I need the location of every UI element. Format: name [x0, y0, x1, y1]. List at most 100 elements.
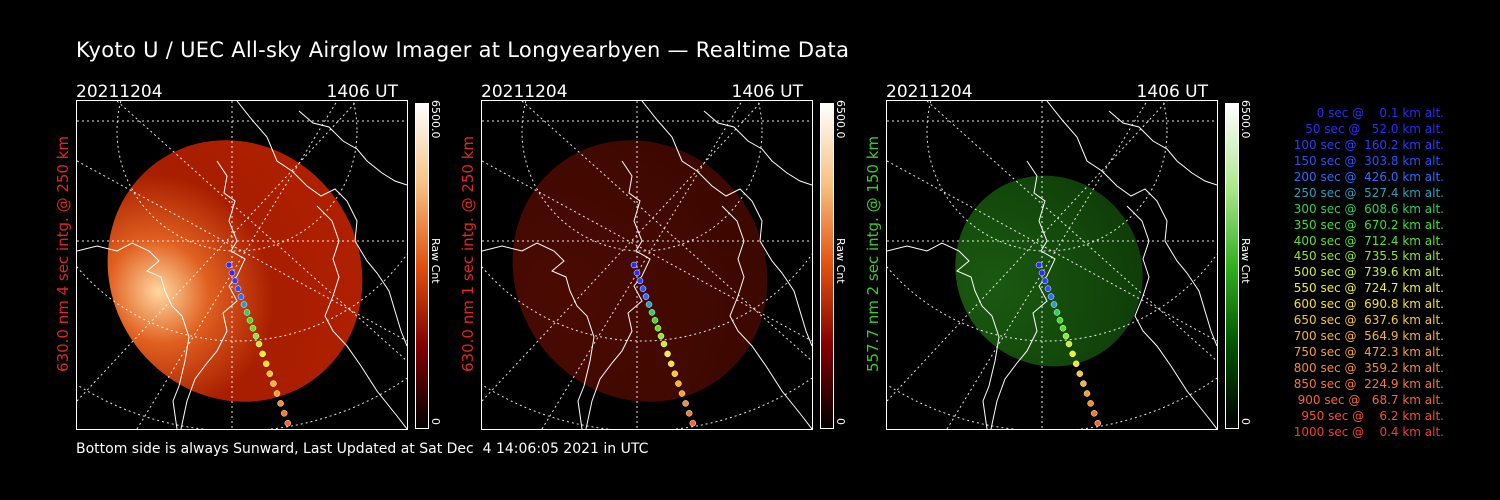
trajectory-point [249, 324, 257, 332]
panel-2-date: 20211204 [481, 82, 568, 102]
trajectory-point [636, 277, 644, 285]
panel-3-date: 20211204 [886, 82, 973, 102]
trajectory-point [1076, 370, 1084, 377]
trajectory-point [671, 370, 679, 377]
legend-row: 150 sec @ 303.8 km alt. [1289, 153, 1444, 168]
trajectory-point [689, 419, 697, 427]
trajectory-point [1083, 390, 1091, 397]
colorbar-3 [1225, 103, 1239, 429]
trajectory-point [243, 309, 251, 316]
trajectory-point [246, 317, 254, 324]
colorbar-2-min: 0 [834, 418, 847, 425]
airglow-image [512, 140, 768, 402]
trajectory-point [1041, 277, 1049, 285]
legend-row: 700 sec @ 564.9 km alt. [1289, 329, 1444, 344]
trajectory-point [630, 261, 638, 269]
footer-status: Bottom side is always Sunward, Last Upda… [76, 441, 649, 457]
trajectory-point [1035, 261, 1043, 269]
trajectory-point [1044, 285, 1052, 292]
trajectory-point [277, 400, 284, 407]
legend-row: 100 sec @ 160.2 km alt. [1289, 137, 1444, 152]
colorbar-3-label: Raw Cnt [1239, 238, 1252, 284]
trajectory-point [1080, 380, 1087, 387]
trajectory-point [664, 350, 671, 358]
trajectory-point [1050, 301, 1058, 308]
trajectory-legend: 0 sec @ 0.1 km alt. 50 sec @ 52.0 km alt… [1262, 106, 1444, 441]
trajectory-point [231, 277, 239, 285]
trajectory-point [648, 309, 656, 316]
trajectory-point [1062, 332, 1070, 340]
trajectory-point [667, 360, 675, 368]
trajectory-point [266, 370, 274, 377]
legend-row: 400 sec @ 712.4 km alt. [1289, 233, 1444, 248]
airglow-image-panel-3 [886, 100, 1218, 430]
panel-1-date: 20211204 [76, 82, 163, 102]
trajectory-point [255, 340, 263, 348]
trajectory-point [1053, 309, 1061, 316]
trajectory-point [639, 285, 647, 292]
legend-row: 650 sec @ 637.6 km alt. [1289, 313, 1444, 328]
panel-1-ylabel: 630.0 nm 4 sec intg. @ 250 km [54, 135, 72, 372]
colorbar-3-min: 0 [1239, 418, 1252, 425]
colorbar-1 [415, 103, 429, 429]
trajectory-point [660, 340, 668, 348]
airglow-image-panel-2 [481, 100, 813, 430]
legend-row: 200 sec @ 426.0 km alt. [1289, 169, 1444, 184]
trajectory-point [228, 269, 236, 277]
legend-row: 800 sec @ 359.2 km alt. [1289, 361, 1444, 375]
trajectory-point [273, 390, 281, 397]
airglow-image [107, 140, 363, 402]
trajectory-point [240, 301, 248, 308]
trajectory-point [1069, 350, 1076, 358]
trajectory-point [1087, 400, 1094, 407]
trajectory-point [284, 419, 292, 427]
panel-3-ylabel: 557.7 nm 2 sec intg. @ 150 km [864, 135, 882, 372]
trajectory-point [657, 332, 665, 340]
legend-row: 750 sec @ 472.3 km alt. [1289, 345, 1444, 360]
trajectory-point [1038, 269, 1046, 277]
trajectory-point [675, 380, 682, 387]
page-title: Kyoto U / UEC All-sky Airglow Imager at … [76, 38, 850, 62]
panel-2-time: 1406 UT [731, 82, 804, 102]
trajectory-point [642, 293, 650, 300]
trajectory-point [1047, 293, 1055, 300]
trajectory-point [259, 350, 266, 358]
legend-row: 600 sec @ 690.8 km alt. [1289, 297, 1444, 312]
legend-row: 0 sec @ 0.1 km alt. [1305, 106, 1444, 120]
panel-3-time: 1406 UT [1136, 82, 1209, 102]
panel-1-time: 1406 UT [326, 82, 399, 102]
panel-2-ylabel: 630.0 nm 1 sec intg. @ 250 km [459, 135, 477, 372]
legend-row: 850 sec @ 224.9 km alt. [1289, 376, 1444, 391]
legend-row: 350 sec @ 670.2 km alt. [1289, 217, 1444, 232]
trajectory-point [280, 410, 288, 417]
trajectory-point [237, 293, 245, 300]
legend-row: 950 sec @ 6.2 km alt. [1297, 408, 1444, 423]
trajectory-point [678, 390, 686, 397]
trajectory-point [651, 317, 659, 324]
legend-row: 300 sec @ 608.6 km alt. [1289, 201, 1444, 216]
legend-row: 450 sec @ 735.5 km alt. [1289, 249, 1444, 264]
colorbar-1-label: Raw Cnt [429, 238, 442, 284]
legend-row: 250 sec @ 527.4 km alt. [1289, 185, 1444, 200]
trajectory-point [1094, 419, 1102, 427]
trajectory-point [1059, 324, 1067, 332]
trajectory-point [633, 269, 641, 277]
trajectory-point [685, 410, 693, 417]
trajectory-point [1056, 317, 1064, 324]
legend-row: 1000 sec @ 0.4 km alt. [1293, 424, 1444, 439]
trajectory-point [1090, 410, 1098, 417]
trajectory-point [645, 301, 653, 308]
legend-row: 900 sec @ 68.7 km alt. [1293, 392, 1444, 407]
trajectory-point [234, 285, 242, 292]
trajectory-point [262, 360, 270, 368]
trajectory-point [1065, 340, 1073, 348]
colorbar-1-max: 6500.0 [429, 100, 442, 139]
trajectory-point [1072, 360, 1080, 368]
legend-row: 50 sec @ 52.0 km alt. [1297, 121, 1444, 136]
airglow-image-panel-1 [76, 100, 408, 430]
trajectory-point [682, 400, 689, 407]
colorbar-2-label: Raw Cnt [834, 238, 847, 284]
colorbar-2 [820, 103, 834, 429]
colorbar-1-min: 0 [429, 418, 442, 425]
trajectory-point [225, 261, 233, 269]
